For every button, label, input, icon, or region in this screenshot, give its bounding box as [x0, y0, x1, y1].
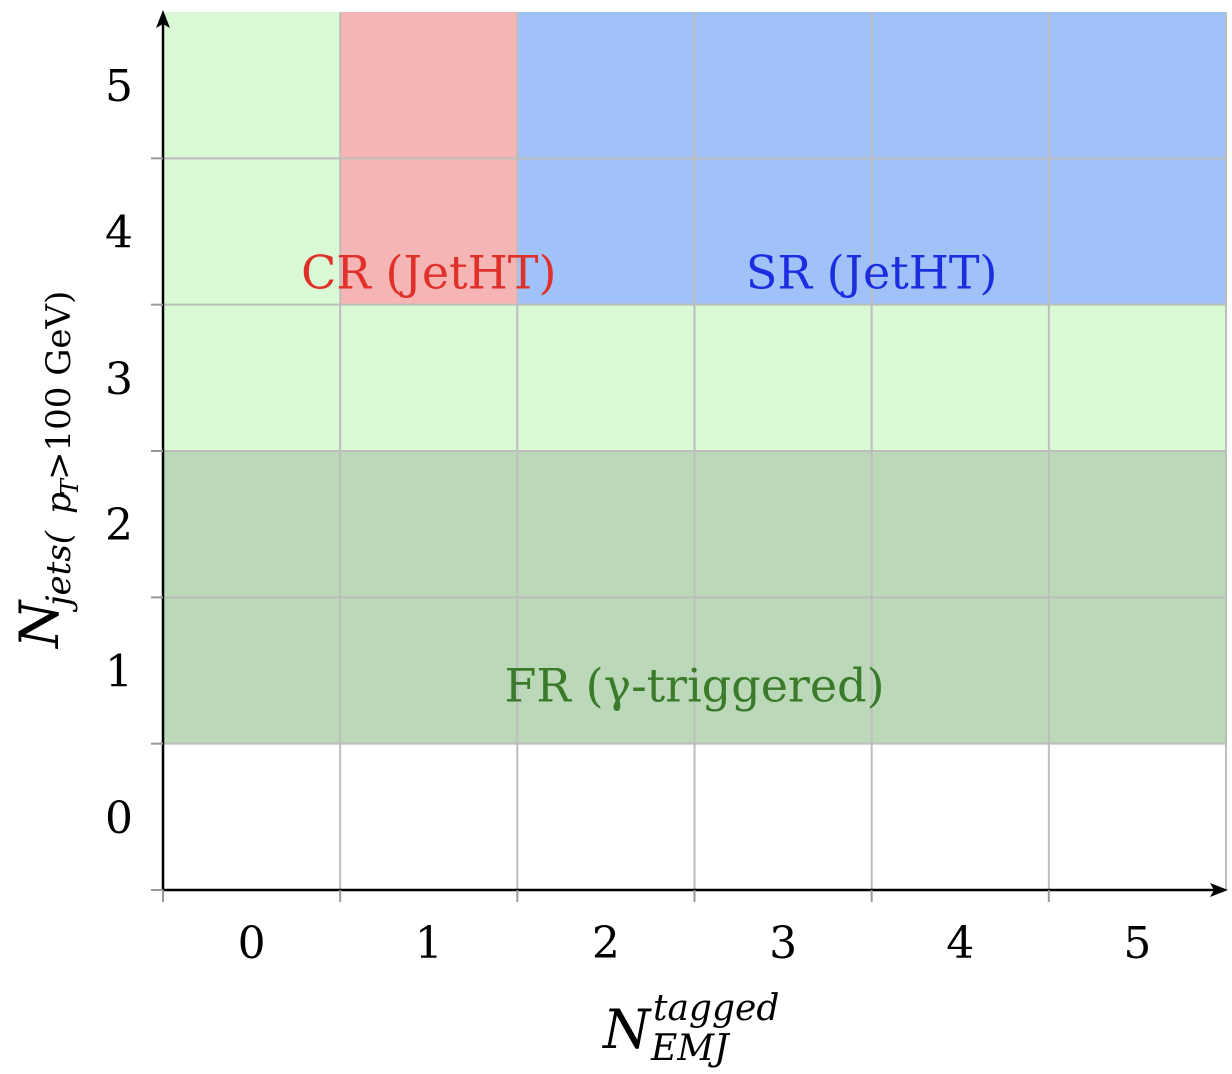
x-tick-label: 3 [769, 918, 797, 969]
y-axis-title-subscript-rest: >100 GeV) [39, 291, 79, 480]
x-tick-label: 0 [238, 918, 266, 969]
x-axis-title-superscript: tagged [653, 988, 779, 1029]
x-tick-label: 5 [1123, 918, 1151, 969]
axes-layer [156, 10, 1228, 897]
x-axis-title: N tagged EMJ [601, 988, 779, 1069]
x-axis-title-subscript: EMJ [650, 1028, 731, 1069]
x-axis-title-main: N [601, 998, 652, 1061]
region-labels-layer: FR (γ-triggered) CR (JetHT) SR (JetHT) [301, 245, 997, 712]
region-label-cr: CR (JetHT) [301, 245, 556, 299]
y-tick-label: 5 [105, 61, 133, 112]
y-axis-title-subscript-var: p [39, 492, 79, 514]
y-axis-title-subscript-var-sub: T [56, 477, 84, 495]
y-tick-label: 2 [105, 500, 133, 551]
x-tick-label: 2 [592, 918, 620, 969]
y-tick-label: 1 [105, 647, 133, 698]
x-tick-label: 4 [946, 918, 974, 969]
x-tick-label: 1 [415, 918, 443, 969]
region-label-fr: FR (γ-triggered) [504, 659, 884, 713]
region-label-sr: SR (JetHT) [746, 245, 998, 299]
y-tick-label: 3 [105, 354, 133, 405]
y-axis-arrowhead [156, 10, 170, 28]
x-axis-arrowhead [1210, 883, 1228, 897]
ticks-layer: 0 1 2 3 4 5 0 1 2 3 4 5 [105, 61, 1151, 969]
grid-layer [163, 12, 1227, 890]
y-axis-title: N jets( p T >100 GeV) [8, 291, 84, 650]
y-tick-label: 4 [105, 208, 133, 259]
y-axis-title-main: N [8, 599, 71, 650]
y-axis-title-subscript-prefix: jets( [39, 530, 79, 613]
y-tick-label: 0 [105, 793, 133, 844]
